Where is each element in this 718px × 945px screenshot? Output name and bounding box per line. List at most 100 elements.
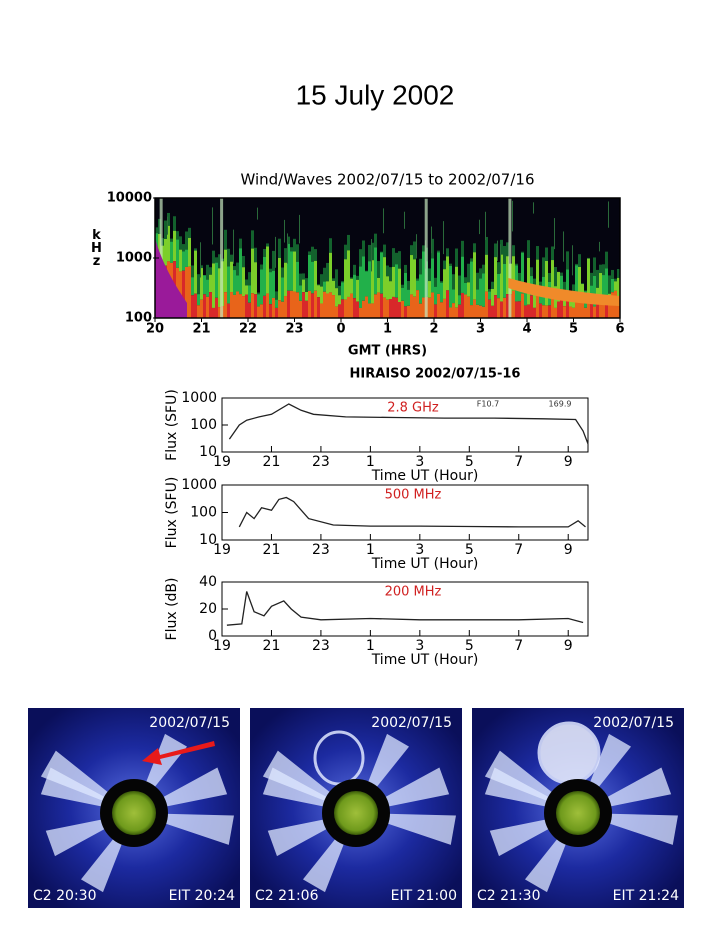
spectrogram-cell — [332, 280, 335, 296]
spectrogram-cell — [500, 239, 503, 255]
spectrogram-cell — [476, 272, 479, 290]
image-date: 2002/07/15 — [371, 715, 452, 731]
y-axis-label: kHz — [89, 228, 104, 267]
spectrogram-cell — [347, 234, 350, 251]
spectrogram-cell — [206, 279, 209, 297]
spectrogram-cell — [554, 267, 557, 287]
spectrogram-cell — [419, 258, 422, 275]
spectrogram-cell — [536, 246, 539, 260]
spectrogram-cell — [371, 242, 374, 261]
spectrogram-cell — [365, 296, 368, 318]
spectrogram-cell — [494, 295, 497, 318]
spectrogram-cell — [413, 296, 416, 318]
spectrogram-cell — [491, 288, 494, 306]
spectrogram-cell — [401, 287, 404, 301]
spectrogram-cell — [230, 292, 233, 318]
spectrogram-cell — [473, 299, 476, 318]
y-tick-label: 10 — [199, 532, 217, 548]
spectrogram-cell — [446, 248, 449, 257]
x-tick-label: 0 — [336, 322, 345, 337]
spectrogram-cell — [380, 293, 383, 318]
spectrogram-cell — [542, 305, 545, 318]
spectrogram-cell — [599, 241, 600, 252]
spectrogram-cell — [608, 275, 611, 294]
spectrogram-cell — [608, 201, 609, 228]
spectrogram-cell — [482, 264, 485, 274]
spectrogram-cell — [542, 257, 545, 277]
spectrogram-cell — [512, 200, 513, 232]
x-tick-label: 6 — [615, 322, 624, 337]
spectrogram-cell — [467, 263, 470, 283]
x-tick-label: 23 — [312, 454, 330, 470]
spectrogram-cell — [215, 257, 218, 263]
y-tick-label: 10000 — [107, 191, 152, 206]
x-axis-label: Time UT (Hour) — [371, 468, 479, 484]
eit-time: EIT 21:00 — [391, 888, 457, 904]
spectrogram-cell — [272, 297, 275, 318]
spectrogram-cell — [545, 261, 548, 306]
spectrogram-cell — [167, 216, 168, 235]
spectrogram-cell — [200, 242, 201, 278]
spectrogram-cell — [350, 278, 353, 294]
spectrogram-cell — [521, 251, 524, 253]
spectrogram-cell — [194, 293, 197, 318]
spectrogram-cell — [515, 263, 518, 266]
spectrogram-cell — [323, 291, 326, 318]
spectrogram-cell — [218, 307, 221, 318]
x-tick-label: 1 — [383, 322, 392, 337]
spectrogram-cell — [275, 307, 278, 318]
spectrogram-cell — [482, 273, 485, 307]
spectrogram-cell — [455, 307, 458, 318]
spectrogram-cell — [479, 305, 482, 318]
spectrogram-cell — [404, 306, 407, 318]
spectrogram-cell — [155, 227, 158, 234]
spectrogram-cell — [566, 292, 569, 318]
spectrogram-cell — [350, 277, 353, 279]
spectrogram-cell — [299, 273, 302, 286]
spectrogram-cell — [290, 290, 293, 318]
x-axis-label: GMT (HRS) — [348, 344, 427, 359]
spectrogram-cell — [332, 278, 335, 281]
spectrogram-cell — [209, 267, 212, 275]
spectrogram-cell — [392, 248, 395, 267]
spectrogram-cell — [416, 234, 417, 259]
spectrogram-cell — [431, 226, 432, 254]
spectrogram-cell — [434, 304, 437, 318]
spectrogram-cell — [275, 236, 276, 268]
spectrogram-cell — [404, 211, 405, 229]
spectrogram-cell — [446, 290, 449, 318]
spectrogram-cell — [560, 275, 563, 300]
x-tick-label: 3 — [415, 454, 424, 470]
spectrogram-cell — [356, 301, 359, 318]
spectrogram-cell — [413, 241, 416, 260]
spectrogram-cell — [398, 268, 401, 302]
spectrogram-cell — [212, 207, 213, 245]
spectrogram-cell — [317, 285, 320, 298]
spectrogram-cell — [614, 281, 617, 291]
spectrogram-cell — [245, 279, 248, 286]
spectrogram-cell — [527, 240, 530, 258]
spectrogram-cell — [185, 231, 188, 250]
spectrogram-cell — [188, 237, 191, 267]
spectrogram-cell — [467, 282, 470, 297]
x-tick-label: 7 — [514, 638, 523, 654]
x-tick-label: 5 — [465, 638, 474, 654]
spectrogram-cell — [551, 260, 554, 294]
sun-disk — [112, 791, 156, 835]
spectrogram-cell — [386, 299, 389, 318]
spectrogram-cell — [296, 244, 299, 262]
spectrogram-cell — [440, 281, 443, 283]
spectrogram-cell — [599, 273, 602, 302]
spectrogram-cell — [287, 233, 288, 264]
coronagraph-image: 2002/07/15 C2 21:30 EIT 21:24 — [472, 708, 684, 908]
spectrogram-cell — [443, 269, 446, 299]
spectrogram-cell — [533, 291, 536, 308]
spectrogram-cell — [602, 264, 605, 276]
spectrogram-cell — [608, 303, 611, 318]
spectrogram-cell — [467, 296, 470, 318]
spectrogram-cell — [191, 277, 194, 296]
spectrogram-cell — [275, 299, 278, 308]
spectrogram-cell — [410, 255, 413, 295]
spectrogram-cell — [605, 251, 608, 269]
y-axis-label: Flux (SFU) — [164, 477, 180, 549]
